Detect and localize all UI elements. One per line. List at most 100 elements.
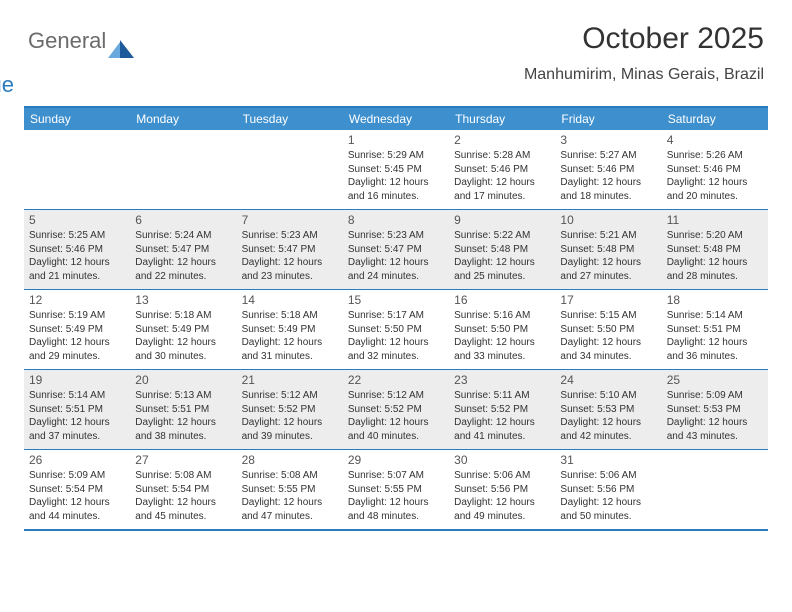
calendar-cell: 14 Sunrise: 5:18 AMSunset: 5:49 PMDayligh… xyxy=(237,290,343,369)
day-info: Sunrise: 5:28 AMSunset: 5:46 PMDaylight:… xyxy=(454,149,550,203)
day-info: Sunrise: 5:24 AMSunset: 5:47 PMDaylight:… xyxy=(135,229,231,283)
day-header: Wednesday xyxy=(343,108,449,130)
day-number: 20 xyxy=(135,373,231,387)
day-info: Sunrise: 5:17 AMSunset: 5:50 PMDaylight:… xyxy=(348,309,444,363)
day-number: 26 xyxy=(29,453,125,467)
calendar-cell: 1 Sunrise: 5:29 AMSunset: 5:45 PMDaylight… xyxy=(343,130,449,209)
day-info: Sunrise: 5:20 AMSunset: 5:48 PMDaylight:… xyxy=(667,229,763,283)
calendar-cell: 13 Sunrise: 5:18 AMSunset: 5:49 PMDayligh… xyxy=(130,290,236,369)
day-number: 6 xyxy=(135,213,231,227)
day-info: Sunrise: 5:21 AMSunset: 5:48 PMDaylight:… xyxy=(560,229,656,283)
day-info: Sunrise: 5:23 AMSunset: 5:47 PMDaylight:… xyxy=(242,229,338,283)
calendar-cell xyxy=(24,130,130,209)
calendar-cell: 9 Sunrise: 5:22 AMSunset: 5:48 PMDaylight… xyxy=(449,210,555,289)
day-info: Sunrise: 5:06 AMSunset: 5:56 PMDaylight:… xyxy=(560,469,656,523)
day-number: 14 xyxy=(242,293,338,307)
calendar-cell: 12Sunrise: 5:19 AMSunset: 5:49 PMDayligh… xyxy=(24,290,130,369)
day-info: Sunrise: 5:15 AMSunset: 5:50 PMDaylight:… xyxy=(560,309,656,363)
calendar-cell: 28Sunrise: 5:08 AMSunset: 5:55 PMDayligh… xyxy=(237,450,343,529)
calendar-cell: 30 Sunrise: 5:06 AMSunset: 5:56 PMDayligh… xyxy=(449,450,555,529)
day-header: Saturday xyxy=(662,108,768,130)
calendar-cell xyxy=(130,130,236,209)
day-info: Sunrise: 5:16 AMSunset: 5:50 PMDaylight:… xyxy=(454,309,550,363)
calendar-cell: 15 Sunrise: 5:17 AMSunset: 5:50 PMDayligh… xyxy=(343,290,449,369)
calendar-cell: 22 Sunrise: 5:12 AMSunset: 5:52 PMDayligh… xyxy=(343,370,449,449)
day-header: Sunday xyxy=(24,108,130,130)
day-number: 13 xyxy=(135,293,231,307)
day-number: 16 xyxy=(454,293,550,307)
day-number: 5 xyxy=(29,213,125,227)
calendar-cell: 10 Sunrise: 5:21 AMSunset: 5:48 PMDayligh… xyxy=(555,210,661,289)
day-info: Sunrise: 5:10 AMSunset: 5:53 PMDaylight:… xyxy=(560,389,656,443)
day-number: 18 xyxy=(667,293,763,307)
day-number: 24 xyxy=(560,373,656,387)
day-info: Sunrise: 5:14 AMSunset: 5:51 PMDaylight:… xyxy=(29,389,125,443)
day-number: 4 xyxy=(667,133,763,147)
calendar-cell: 25 Sunrise: 5:09 AMSunset: 5:53 PMDayligh… xyxy=(662,370,768,449)
calendar-cell: 3 Sunrise: 5:27 AMSunset: 5:46 PMDaylight… xyxy=(555,130,661,209)
day-header: Friday xyxy=(555,108,661,130)
day-info: Sunrise: 5:13 AMSunset: 5:51 PMDaylight:… xyxy=(135,389,231,443)
calendar-cell: 16 Sunrise: 5:16 AMSunset: 5:50 PMDayligh… xyxy=(449,290,555,369)
day-number: 11 xyxy=(667,213,763,227)
calendar-day-headers: SundayMondayTuesdayWednesdayThursdayFrid… xyxy=(24,108,768,130)
day-number: 3 xyxy=(560,133,656,147)
day-number: 1 xyxy=(348,133,444,147)
day-info: Sunrise: 5:11 AMSunset: 5:52 PMDaylight:… xyxy=(454,389,550,443)
calendar-week: 26 Sunrise: 5:09 AMSunset: 5:54 PMDayligh… xyxy=(24,450,768,531)
day-number: 27 xyxy=(135,453,231,467)
day-info: Sunrise: 5:07 AMSunset: 5:55 PMDaylight:… xyxy=(348,469,444,523)
day-info: Sunrise: 5:22 AMSunset: 5:48 PMDaylight:… xyxy=(454,229,550,283)
day-info: Sunrise: 5:08 AMSunset: 5:55 PMDaylight:… xyxy=(242,469,338,523)
day-number: 12 xyxy=(29,293,125,307)
logo-flag-icon xyxy=(108,40,134,58)
day-info: Sunrise: 5:12 AMSunset: 5:52 PMDaylight:… xyxy=(242,389,338,443)
day-number: 25 xyxy=(667,373,763,387)
logo-word1: General xyxy=(28,28,106,53)
day-number: 9 xyxy=(454,213,550,227)
calendar-cell: 29Sunrise: 5:07 AMSunset: 5:55 PMDayligh… xyxy=(343,450,449,529)
calendar: SundayMondayTuesdayWednesdayThursdayFrid… xyxy=(24,106,768,531)
day-info: Sunrise: 5:29 AMSunset: 5:45 PMDaylight:… xyxy=(348,149,444,203)
calendar-cell: 18 Sunrise: 5:14 AMSunset: 5:51 PMDayligh… xyxy=(662,290,768,369)
day-number: 10 xyxy=(560,213,656,227)
calendar-cell: 20 Sunrise: 5:13 AMSunset: 5:51 PMDayligh… xyxy=(130,370,236,449)
calendar-week: 12Sunrise: 5:19 AMSunset: 5:49 PMDayligh… xyxy=(24,290,768,370)
day-number: 17 xyxy=(560,293,656,307)
calendar-cell: 23Sunrise: 5:11 AMSunset: 5:52 PMDayligh… xyxy=(449,370,555,449)
calendar-cell: 7 Sunrise: 5:23 AMSunset: 5:47 PMDaylight… xyxy=(237,210,343,289)
day-number: 7 xyxy=(242,213,338,227)
day-number: 8 xyxy=(348,213,444,227)
day-header: Thursday xyxy=(449,108,555,130)
day-info: Sunrise: 5:18 AMSunset: 5:49 PMDaylight:… xyxy=(135,309,231,363)
calendar-week: 1 Sunrise: 5:29 AMSunset: 5:45 PMDaylight… xyxy=(24,130,768,210)
calendar-cell: 27Sunrise: 5:08 AMSunset: 5:54 PMDayligh… xyxy=(130,450,236,529)
calendar-cell: 19 Sunrise: 5:14 AMSunset: 5:51 PMDayligh… xyxy=(24,370,130,449)
day-number: 30 xyxy=(454,453,550,467)
day-info: Sunrise: 5:09 AMSunset: 5:54 PMDaylight:… xyxy=(29,469,125,523)
calendar-cell: 2Sunrise: 5:28 AMSunset: 5:46 PMDaylight… xyxy=(449,130,555,209)
calendar-cell: 4Sunrise: 5:26 AMSunset: 5:46 PMDaylight… xyxy=(662,130,768,209)
calendar-cell: 8Sunrise: 5:23 AMSunset: 5:47 PMDaylight… xyxy=(343,210,449,289)
day-info: Sunrise: 5:14 AMSunset: 5:51 PMDaylight:… xyxy=(667,309,763,363)
day-info: Sunrise: 5:27 AMSunset: 5:46 PMDaylight:… xyxy=(560,149,656,203)
calendar-cell: 11 Sunrise: 5:20 AMSunset: 5:48 PMDayligh… xyxy=(662,210,768,289)
day-info: Sunrise: 5:12 AMSunset: 5:52 PMDaylight:… xyxy=(348,389,444,443)
page-title: October 2025 xyxy=(524,22,764,56)
calendar-week: 5 Sunrise: 5:25 AMSunset: 5:46 PMDaylight… xyxy=(24,210,768,290)
day-number: 15 xyxy=(348,293,444,307)
day-number: 22 xyxy=(348,373,444,387)
calendar-cell: 24 Sunrise: 5:10 AMSunset: 5:53 PMDayligh… xyxy=(555,370,661,449)
day-number: 19 xyxy=(29,373,125,387)
logo: General Blue xyxy=(28,28,134,80)
day-number: 31 xyxy=(560,453,656,467)
day-info: Sunrise: 5:25 AMSunset: 5:46 PMDaylight:… xyxy=(29,229,125,283)
calendar-cell xyxy=(662,450,768,529)
calendar-week: 19 Sunrise: 5:14 AMSunset: 5:51 PMDayligh… xyxy=(24,370,768,450)
day-info: Sunrise: 5:09 AMSunset: 5:53 PMDaylight:… xyxy=(667,389,763,443)
day-info: Sunrise: 5:18 AMSunset: 5:49 PMDaylight:… xyxy=(242,309,338,363)
calendar-cell: 5 Sunrise: 5:25 AMSunset: 5:46 PMDaylight… xyxy=(24,210,130,289)
logo-word2: Blue xyxy=(0,72,14,97)
day-info: Sunrise: 5:06 AMSunset: 5:56 PMDaylight:… xyxy=(454,469,550,523)
calendar-cell: 21Sunrise: 5:12 AMSunset: 5:52 PMDayligh… xyxy=(237,370,343,449)
